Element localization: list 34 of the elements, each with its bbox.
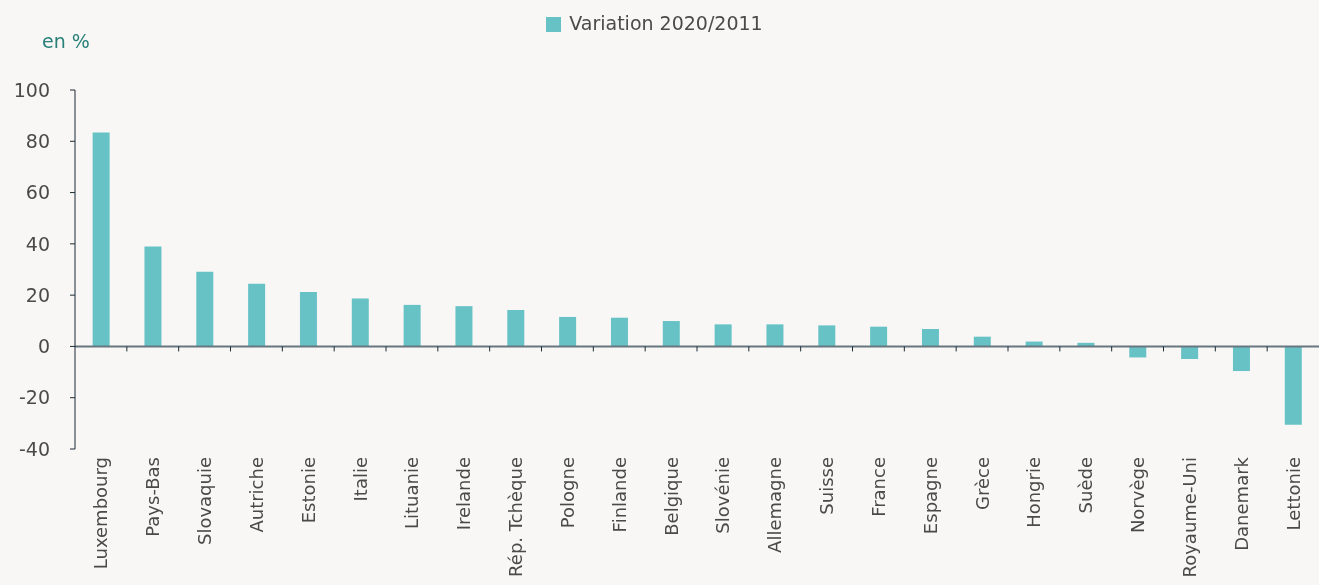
x-tick-label: Autriche [245, 457, 267, 533]
y-tick-label: 20 [25, 283, 50, 306]
x-tick-label: Norvège [1127, 457, 1149, 534]
x-tick-label: Hongrie [1023, 457, 1045, 528]
x-tick-label: Lettonie [1282, 457, 1304, 531]
x-tick-label: Suède [1075, 457, 1097, 514]
y-axis-title: en % [42, 30, 90, 52]
x-tick-label: Royaume-Uni [1178, 457, 1200, 578]
y-tick-label: -20 [18, 386, 50, 409]
y-tick-label: 0 [37, 335, 50, 358]
x-tick-label: Danemark [1230, 456, 1252, 551]
legend-label: Variation 2020/2011 [569, 12, 763, 34]
y-tick-label: 100 [13, 78, 50, 101]
x-tick-label: Pologne [556, 457, 578, 529]
x-tick-label: Estonie [297, 457, 319, 524]
x-tick-label: Grèce [971, 457, 993, 510]
x-tick-label: Allemagne [764, 457, 786, 553]
x-tick-label: Luxembourg [90, 457, 112, 570]
x-tick-label: Italie [349, 457, 371, 502]
x-tick-label: Slovénie [712, 457, 734, 534]
y-tick-label: 40 [25, 232, 50, 255]
x-tick-label: Pays-Bas [142, 457, 164, 537]
y-tick-label: -40 [18, 437, 50, 460]
x-tick-label: France [867, 457, 889, 517]
x-tick-label: Suisse [816, 457, 838, 515]
x-tick-label: Irelande [453, 457, 475, 531]
x-tick-label: Espagne [919, 457, 941, 535]
x-tick-label: Finlande [608, 457, 630, 533]
y-tick-label: 60 [25, 181, 50, 204]
x-tick-label: Belgique [660, 457, 682, 536]
y-tick-label: 80 [25, 130, 50, 153]
x-tick-label: Slovaquie [194, 457, 216, 546]
x-tick-label: Rép. Tchèque [505, 457, 527, 577]
x-tick-label: Lituanie [401, 457, 423, 530]
